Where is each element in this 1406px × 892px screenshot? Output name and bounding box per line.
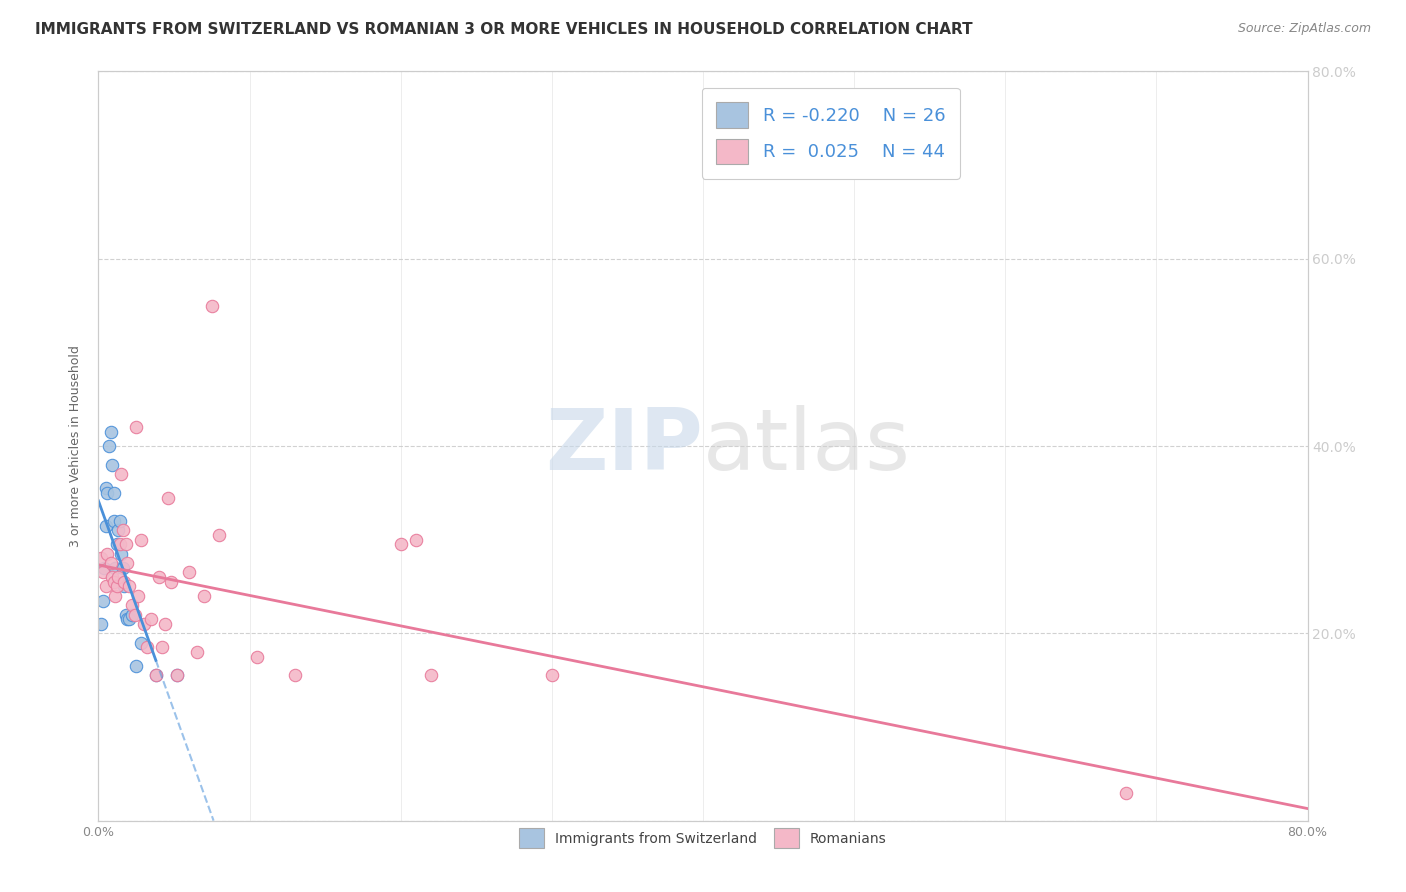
- Point: [179, 566, 201, 580]
- Point: [125, 420, 148, 434]
- Point: [127, 589, 149, 603]
- Point: [98, 439, 121, 453]
- Point: [104, 561, 127, 575]
- Point: [94, 481, 117, 495]
- Point: [103, 514, 125, 528]
- Point: [101, 458, 124, 472]
- Point: [96, 486, 118, 500]
- Point: [112, 580, 135, 594]
- Text: Source: ZipAtlas.com: Source: ZipAtlas.com: [1237, 22, 1371, 36]
- Point: [201, 298, 224, 313]
- Point: [111, 561, 134, 575]
- Point: [112, 574, 135, 589]
- Point: [160, 574, 183, 589]
- Point: [145, 668, 167, 682]
- Point: [284, 668, 307, 682]
- Point: [166, 668, 188, 682]
- Point: [121, 607, 143, 622]
- Point: [246, 649, 269, 664]
- Point: [420, 668, 443, 682]
- Point: [118, 580, 141, 594]
- Y-axis label: 3 or more Vehicles in Household: 3 or more Vehicles in Household: [69, 345, 83, 547]
- Point: [91, 566, 114, 580]
- Point: [150, 640, 173, 655]
- Point: [96, 547, 118, 561]
- Point: [129, 635, 152, 649]
- Point: [93, 561, 115, 575]
- Point: [1115, 786, 1137, 800]
- Point: [107, 570, 129, 584]
- Point: [389, 537, 412, 551]
- Point: [108, 537, 131, 551]
- Point: [405, 533, 427, 547]
- Point: [104, 589, 127, 603]
- Point: [135, 640, 157, 655]
- Point: [153, 617, 176, 632]
- Point: [108, 514, 131, 528]
- Point: [91, 593, 114, 607]
- Point: [141, 612, 163, 626]
- Text: IMMIGRANTS FROM SWITZERLAND VS ROMANIAN 3 OR MORE VEHICLES IN HOUSEHOLD CORRELAT: IMMIGRANTS FROM SWITZERLAND VS ROMANIAN …: [35, 22, 973, 37]
- Text: atlas: atlas: [703, 404, 911, 488]
- Point: [94, 580, 117, 594]
- Point: [121, 599, 143, 613]
- Point: [115, 556, 138, 570]
- Point: [125, 659, 148, 673]
- Point: [100, 425, 122, 439]
- Point: [105, 537, 128, 551]
- Point: [186, 645, 208, 659]
- Point: [107, 524, 129, 538]
- Point: [118, 612, 141, 626]
- Point: [90, 551, 112, 566]
- Point: [110, 547, 132, 561]
- Point: [132, 617, 155, 632]
- Point: [148, 570, 170, 584]
- Point: [145, 668, 167, 682]
- Point: [166, 668, 188, 682]
- Point: [115, 612, 138, 626]
- Legend: Immigrants from Switzerland, Romanians: Immigrants from Switzerland, Romanians: [512, 822, 894, 855]
- Point: [208, 528, 231, 542]
- Point: [105, 580, 128, 594]
- Point: [101, 570, 124, 584]
- Point: [110, 467, 132, 482]
- Point: [114, 607, 136, 622]
- Point: [103, 486, 125, 500]
- Point: [94, 518, 117, 533]
- Point: [540, 668, 562, 682]
- Point: [156, 491, 179, 505]
- Point: [90, 617, 112, 632]
- Text: ZIP: ZIP: [546, 404, 703, 488]
- Point: [193, 589, 215, 603]
- Point: [100, 556, 122, 570]
- Point: [111, 524, 134, 538]
- Point: [129, 533, 152, 547]
- Point: [124, 607, 146, 622]
- Point: [103, 574, 125, 589]
- Point: [114, 537, 136, 551]
